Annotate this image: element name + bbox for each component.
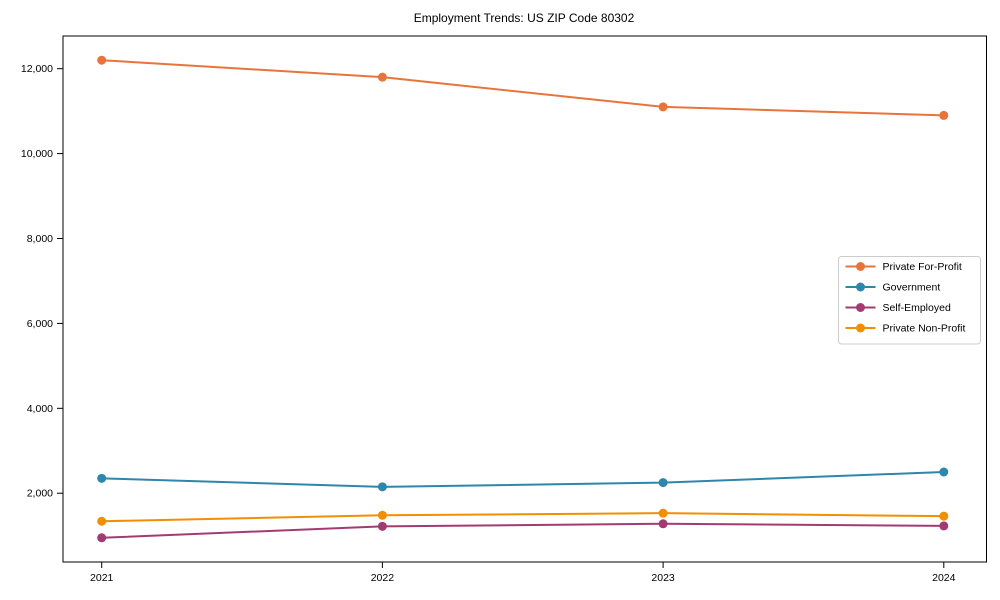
y-tick-label: 2,000 — [27, 488, 53, 500]
data-point — [939, 511, 949, 521]
series-private-for-profit — [97, 55, 949, 120]
legend-box — [838, 256, 981, 345]
plot-border — [62, 35, 987, 563]
data-point — [658, 102, 668, 112]
legend-marker — [856, 303, 865, 312]
data-point — [658, 478, 668, 488]
data-point — [97, 473, 107, 483]
legend-marker — [856, 282, 865, 292]
data-point — [377, 521, 387, 531]
x-tick-label: 2024 — [932, 572, 956, 584]
data-point — [939, 110, 949, 120]
series-private-non-profit — [97, 508, 949, 526]
data-point — [377, 72, 387, 82]
legend-label: Private For-Profit — [883, 261, 962, 273]
series-line — [100, 59, 945, 117]
legend-marker — [856, 262, 865, 271]
x-tick-label: 2021 — [90, 572, 114, 584]
legend-item-private-for-profit: Private For-Profit — [845, 261, 962, 273]
y-tick-label: 8,000 — [27, 233, 53, 245]
y-tick-label: 10,000 — [21, 148, 53, 160]
data-point — [377, 510, 387, 520]
legend-item-government: Government — [845, 282, 941, 294]
series-self-employed — [97, 519, 949, 543]
series-line — [100, 522, 945, 539]
data-point — [97, 516, 107, 526]
legend-item-private-non-profit: Private Non-Profit — [845, 323, 966, 335]
data-point — [97, 55, 107, 65]
legend-item-self-employed: Self-Employed — [845, 302, 951, 314]
y-tick-label: 6,000 — [27, 318, 53, 330]
x-tick-label: 2023 — [651, 572, 675, 584]
data-point — [658, 508, 668, 518]
legend-label: Private Non-Profit — [883, 323, 966, 335]
data-point — [377, 482, 387, 492]
series-line — [100, 470, 945, 488]
data-point — [658, 519, 668, 529]
chart-title: Employment Trends: US ZIP Code 80302 — [414, 11, 635, 25]
legend-label: Self-Employed — [883, 302, 951, 314]
data-point — [939, 521, 949, 531]
x-tick-label: 2022 — [371, 572, 395, 584]
data-point — [939, 467, 949, 477]
chart-canvas: 2,000 4,000 6,000 8,000 10,000 12,000 2021 2022… — [21, 35, 987, 584]
series-government — [97, 467, 949, 492]
y-tick-label: 12,000 — [21, 63, 53, 75]
series-line — [100, 512, 945, 523]
legend-marker — [856, 323, 865, 333]
data-point — [97, 533, 107, 543]
legend-label: Government — [883, 282, 941, 294]
legend: Private For-Profit Government Self-Employe… — [838, 256, 981, 345]
y-tick-label: 4,000 — [27, 403, 53, 415]
